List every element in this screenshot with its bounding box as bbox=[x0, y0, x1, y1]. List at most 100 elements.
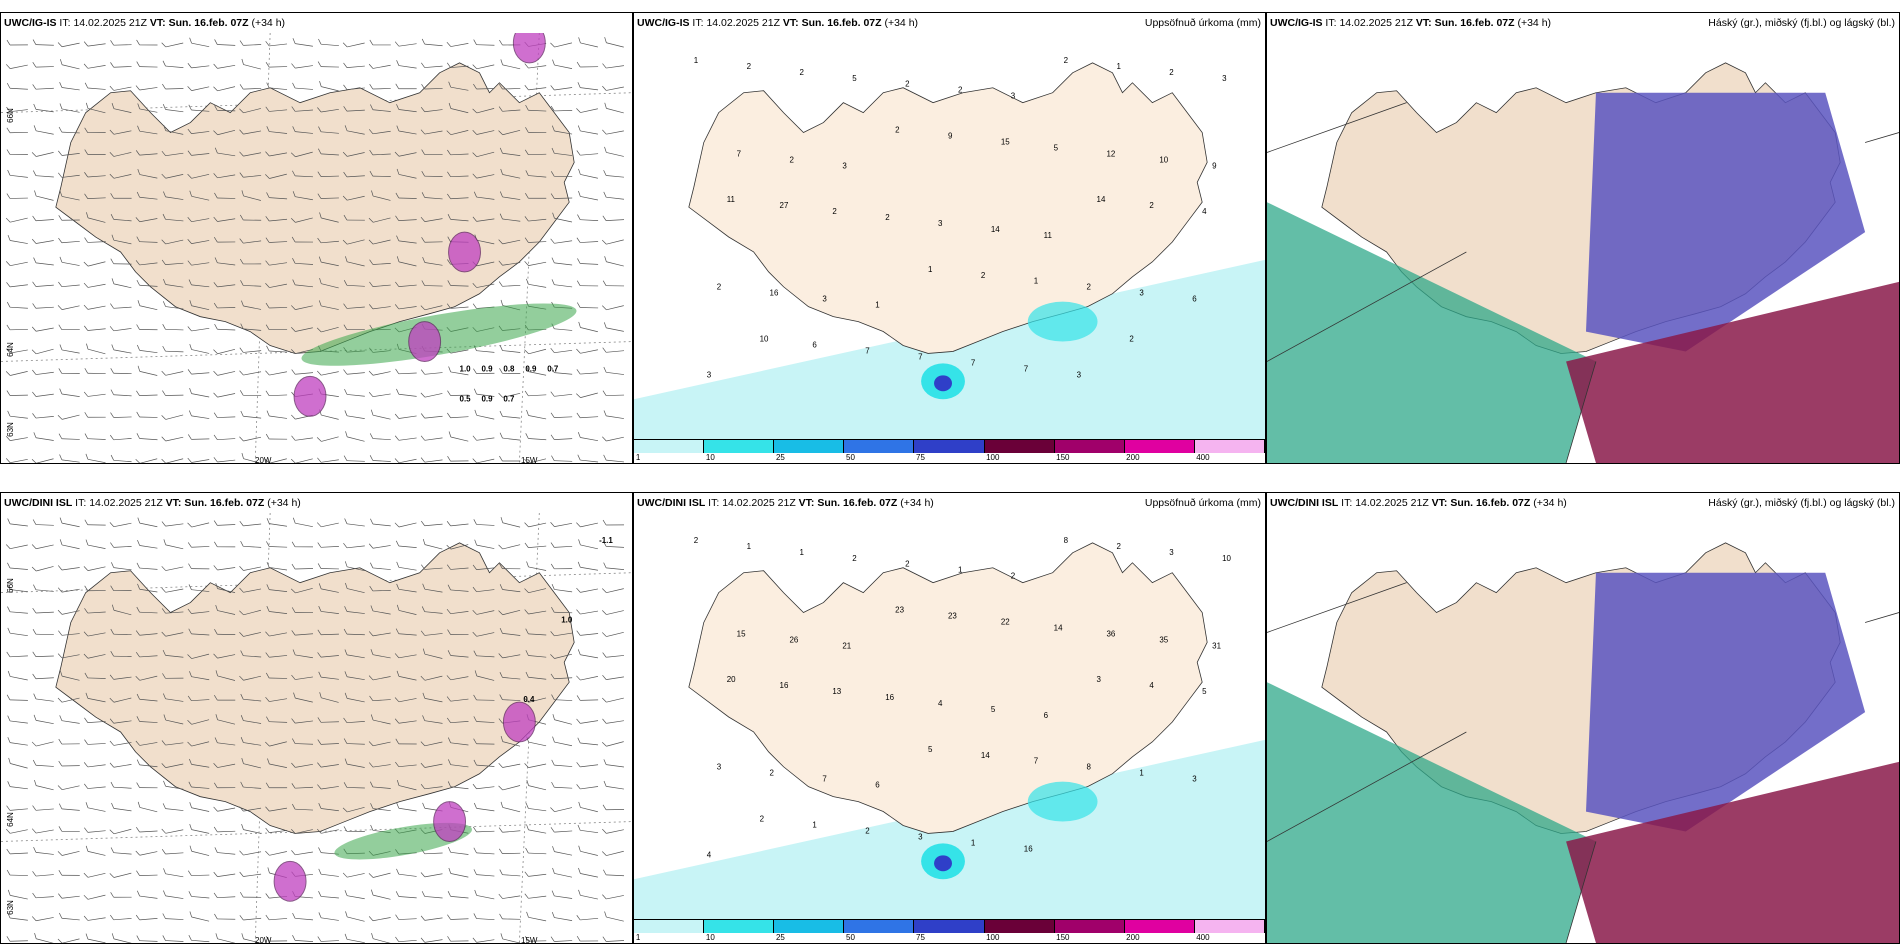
wind-barb-feather bbox=[214, 541, 218, 547]
wind-barb-feather bbox=[265, 237, 270, 243]
wind-barb-feather bbox=[447, 737, 451, 743]
wind-barb-staff bbox=[139, 196, 158, 200]
wind-barb-feather bbox=[5, 217, 11, 223]
wind-barb-staff bbox=[269, 262, 288, 266]
wind-barb bbox=[58, 150, 80, 156]
lat-label-66: 66N bbox=[5, 108, 15, 123]
wind-barb bbox=[396, 779, 417, 791]
wind-barb bbox=[162, 390, 184, 396]
wind-barb-feather bbox=[137, 125, 140, 132]
wind-barb bbox=[550, 42, 573, 48]
wind-barb bbox=[213, 762, 236, 768]
wind-barb-feather bbox=[578, 168, 581, 175]
wind-barb bbox=[524, 522, 547, 528]
wind-barb-staff bbox=[373, 938, 391, 943]
wind-barb-feather bbox=[344, 410, 348, 416]
wind-barb-feather bbox=[472, 937, 477, 943]
wind-barb-feather bbox=[319, 278, 322, 284]
wind-barb-staff bbox=[9, 523, 28, 527]
wind-barb-feather bbox=[292, 279, 296, 285]
wind-barb-feather bbox=[499, 672, 503, 678]
wind-barb-feather bbox=[446, 303, 451, 309]
wind-barb bbox=[498, 281, 521, 287]
wind-barb-feather bbox=[161, 239, 166, 245]
wind-barb-feather bbox=[83, 631, 89, 637]
wind-barb-feather bbox=[447, 193, 451, 199]
wind-barb bbox=[394, 435, 417, 441]
wind-barb-staff bbox=[217, 129, 236, 136]
wind-barb-feather bbox=[317, 936, 322, 942]
wind-barb bbox=[447, 412, 469, 419]
wind-barb bbox=[239, 521, 262, 527]
wind-barb-feather bbox=[135, 651, 140, 658]
wind-barb-feather bbox=[550, 42, 555, 48]
wind-barb-feather bbox=[550, 827, 555, 833]
wind-barb-staff bbox=[243, 152, 262, 157]
wind-barb bbox=[578, 190, 598, 201]
wind-barb bbox=[213, 457, 236, 463]
wind-barb-feather bbox=[187, 457, 192, 463]
wind-value-label: 0.8 bbox=[503, 364, 515, 373]
wind-barb-staff bbox=[502, 610, 521, 616]
wind-barb-feather bbox=[58, 324, 63, 330]
wind-barb-feather bbox=[394, 697, 400, 703]
wind-barb-staff bbox=[347, 261, 365, 267]
wind-barb-staff bbox=[554, 416, 573, 418]
wind-barb-staff bbox=[372, 109, 391, 112]
wind-barb-feather bbox=[32, 607, 37, 614]
wind-barb-staff bbox=[476, 874, 495, 877]
precip-value-label: 4 bbox=[1149, 681, 1154, 690]
wind-barb-feather bbox=[319, 692, 322, 698]
wind-barb-feather bbox=[420, 106, 425, 112]
wind-barb-staff bbox=[10, 371, 28, 376]
wind-barb-feather bbox=[58, 826, 63, 832]
wind-barb-staff bbox=[61, 459, 80, 463]
wind-barb-feather bbox=[240, 650, 244, 656]
wind-barb-feather bbox=[524, 390, 529, 396]
wind-barb-feather bbox=[110, 585, 114, 591]
wind-barb bbox=[420, 413, 443, 419]
wind-barb-feather bbox=[550, 673, 555, 679]
precip-value-label: 2 bbox=[895, 126, 900, 135]
wind-barb-staff bbox=[580, 372, 599, 375]
wind-barb bbox=[498, 848, 521, 855]
wind-barb-staff bbox=[606, 850, 624, 856]
precip-value-label: 3 bbox=[717, 763, 722, 772]
wind-barb-staff bbox=[398, 588, 417, 593]
wind-barb-feather bbox=[498, 281, 503, 287]
wind-barb-feather bbox=[371, 190, 374, 197]
wind-barb-staff bbox=[10, 217, 28, 223]
wind-barb-feather bbox=[602, 63, 607, 69]
wind-barb bbox=[368, 916, 391, 922]
wind-barb-staff bbox=[269, 87, 288, 90]
wind-barb-feather bbox=[318, 891, 322, 897]
wind-barb-feather bbox=[291, 738, 296, 744]
wind-barb bbox=[31, 458, 54, 463]
wind-barb bbox=[551, 912, 573, 921]
wind-barb-staff bbox=[165, 742, 184, 746]
wind-barb bbox=[239, 565, 262, 571]
wind-barb-feather bbox=[602, 652, 607, 658]
wind-barb-staff bbox=[295, 522, 313, 528]
wind-barb-feather bbox=[109, 152, 115, 157]
wind-barb-feather bbox=[6, 127, 11, 133]
wind-barb bbox=[83, 261, 106, 267]
wind-barb bbox=[394, 697, 417, 703]
wind-barb-feather bbox=[577, 824, 581, 831]
wind-barb-feather bbox=[161, 608, 166, 614]
wind-barb-feather bbox=[6, 936, 11, 942]
wind-barb-staff bbox=[606, 42, 624, 48]
wind-barb-staff bbox=[295, 43, 313, 47]
wind-barb-feather bbox=[394, 413, 400, 419]
wind-barb-feather bbox=[239, 806, 244, 812]
wind-barb bbox=[550, 653, 573, 659]
wind-barb bbox=[214, 541, 236, 548]
wind-barb-staff bbox=[606, 610, 624, 615]
wind-barb-feather bbox=[602, 347, 607, 353]
precip-contour-blob bbox=[502, 701, 536, 743]
wind-barb-staff bbox=[165, 306, 184, 310]
wind-barb-staff bbox=[528, 655, 547, 658]
legend-tick: 400 bbox=[1196, 933, 1210, 942]
wind-barb bbox=[343, 628, 365, 636]
wind-barb-feather bbox=[472, 631, 477, 637]
